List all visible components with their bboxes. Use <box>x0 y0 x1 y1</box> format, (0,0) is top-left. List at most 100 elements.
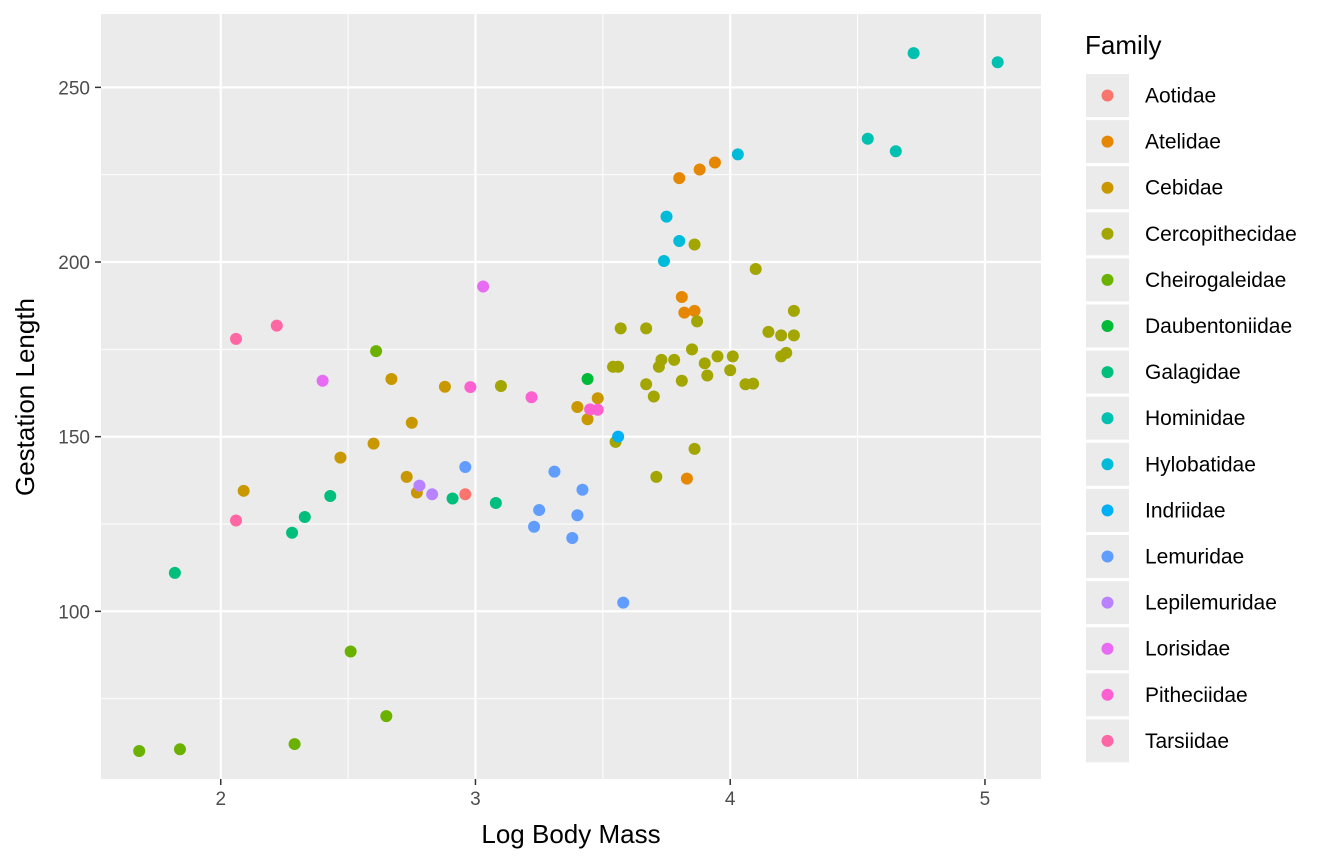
data-point <box>426 488 439 501</box>
data-point <box>459 488 472 501</box>
data-point <box>640 322 653 335</box>
data-point <box>657 254 670 267</box>
data-point <box>230 514 243 527</box>
data-point <box>678 306 691 319</box>
data-point <box>747 377 760 390</box>
data-point <box>731 148 744 161</box>
legend-swatch <box>1101 366 1114 379</box>
data-point <box>688 442 701 455</box>
y-tick-label: 200 <box>58 253 90 274</box>
legend-label: Hylobatidae <box>1145 453 1256 476</box>
data-point <box>675 290 688 303</box>
data-point <box>576 483 589 496</box>
data-point <box>173 743 186 756</box>
legend-label: Lepilemuridae <box>1145 592 1277 615</box>
legend-label: Cebidae <box>1145 177 1223 200</box>
data-point <box>525 391 538 404</box>
data-point <box>688 304 701 317</box>
data-point <box>237 484 250 497</box>
legend: Family Aotidae Atelidae Cebidae Cercopithec… <box>1085 30 1297 763</box>
legend-label: Indriidae <box>1145 499 1226 522</box>
data-point <box>780 346 793 359</box>
legend-swatch <box>1101 596 1114 609</box>
data-point <box>270 319 283 332</box>
data-point <box>405 416 418 429</box>
data-point <box>298 511 311 524</box>
data-point <box>591 403 604 416</box>
legend-swatch <box>1101 135 1114 148</box>
data-points <box>133 47 1004 758</box>
data-point <box>344 645 357 658</box>
legend-swatch <box>1101 89 1114 102</box>
legend-label: Lemuridae <box>1145 546 1244 569</box>
legend-label: Tarsiidae <box>1145 730 1229 753</box>
grid-minor <box>101 14 1041 779</box>
data-point <box>698 357 711 370</box>
data-point <box>288 738 301 751</box>
legend-swatch <box>1101 273 1114 286</box>
y-axis-label: Gestation Length <box>10 298 40 496</box>
data-point <box>693 163 706 176</box>
data-point <box>133 745 146 758</box>
grid-major <box>101 14 1041 779</box>
data-point <box>673 172 686 185</box>
legend-items: Aotidae Atelidae Cebidae Cercopithecidae Che… <box>1086 74 1297 763</box>
legend-swatch <box>1101 550 1114 563</box>
x-tick-label: 2 <box>215 789 226 810</box>
legend-label: Daubentoniidae <box>1145 315 1292 338</box>
x-tick-label: 3 <box>470 789 481 810</box>
legend-label: Pitheciidae <box>1145 684 1248 707</box>
x-tick-label: 4 <box>725 789 736 810</box>
data-point <box>385 373 398 386</box>
legend-swatch <box>1101 181 1114 194</box>
data-point <box>370 345 383 358</box>
y-tick-label: 150 <box>58 428 90 449</box>
legend-swatch <box>1101 227 1114 240</box>
data-point <box>528 520 541 533</box>
x-tick-label: 5 <box>980 789 991 810</box>
data-point <box>612 430 625 443</box>
data-point <box>861 132 874 145</box>
legend-swatch <box>1101 412 1114 425</box>
legend-label: Cheirogaleidae <box>1145 269 1286 292</box>
data-point <box>749 263 762 275</box>
y-tick-label: 100 <box>58 602 90 623</box>
panel-background <box>101 14 1041 779</box>
legend-title: Family <box>1085 30 1162 60</box>
data-point <box>787 329 800 342</box>
legend-swatch <box>1101 734 1114 747</box>
data-point <box>691 315 704 328</box>
y-tick-label: 250 <box>58 78 90 99</box>
y-axis-ticks: 100 150 200 250 <box>58 78 101 623</box>
data-point <box>581 413 594 426</box>
data-point <box>675 374 688 387</box>
data-point <box>660 210 673 223</box>
data-point <box>907 47 920 60</box>
data-point <box>724 364 737 377</box>
data-point <box>686 343 699 356</box>
data-point <box>324 490 337 503</box>
data-point <box>655 353 668 366</box>
data-point <box>787 304 800 317</box>
data-point <box>711 350 724 363</box>
data-point <box>640 378 653 391</box>
data-point <box>701 369 714 382</box>
data-point <box>571 509 584 522</box>
data-point <box>489 497 502 510</box>
data-point <box>446 492 459 505</box>
data-point <box>459 461 472 474</box>
data-point <box>464 381 477 394</box>
data-point <box>762 325 775 338</box>
data-point <box>566 531 579 544</box>
legend-label: Lorisidae <box>1145 638 1230 661</box>
legend-label: Atelidae <box>1145 131 1221 154</box>
data-point <box>413 479 426 492</box>
data-point <box>548 465 561 478</box>
data-point <box>726 350 739 363</box>
legend-label: Hominidae <box>1145 407 1245 430</box>
data-point <box>991 56 1004 69</box>
legend-swatch <box>1101 642 1114 655</box>
legend-label: Galagidae <box>1145 361 1241 384</box>
data-point <box>438 380 451 393</box>
data-point <box>367 437 380 450</box>
